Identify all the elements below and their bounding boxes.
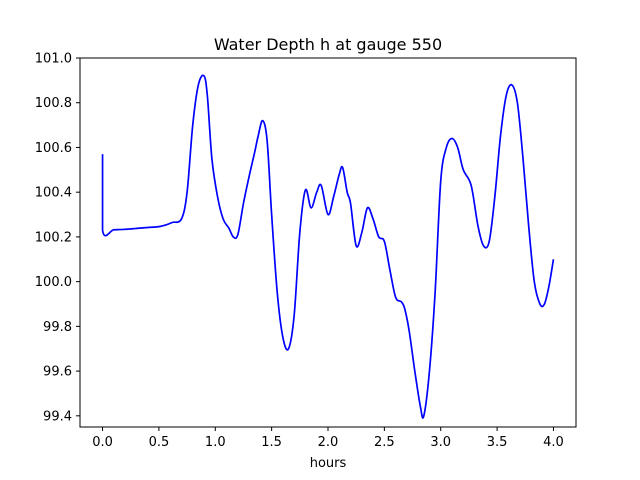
y-axis: 99.4 99.6 99.8 100.0 100.2 100.4 100.6 100.8 101… xyxy=(35,52,80,424)
x-axis: 0.0 0.5 1.0 1.5 2.0 2.5 3.0 3.5 4.0 xyxy=(92,427,564,450)
x-tick-label: 1.5 xyxy=(261,435,282,450)
series-layer xyxy=(101,74,555,419)
y-tick-label: 100.4 xyxy=(35,186,72,201)
x-tick-label: 3.0 xyxy=(430,435,451,450)
x-tick-label: 0.5 xyxy=(149,435,170,450)
plot-frame xyxy=(79,57,577,428)
y-tick-label: 100.6 xyxy=(35,141,72,156)
x-tick-label: 2.0 xyxy=(318,435,339,450)
x-tick-label: 0.0 xyxy=(92,435,113,450)
x-axis-label: hours xyxy=(310,456,347,471)
y-tick-label: 99.8 xyxy=(43,320,72,335)
y-tick-label: 99.6 xyxy=(43,365,72,380)
series-line xyxy=(101,74,555,419)
y-tick-label: 100.0 xyxy=(35,275,72,290)
y-tick-label: 101.0 xyxy=(35,52,72,67)
y-tick-label: 99.4 xyxy=(43,409,72,424)
y-tick-label: 100.2 xyxy=(35,230,72,245)
x-tick-label: 4.0 xyxy=(543,435,564,450)
x-tick-label: 1.0 xyxy=(205,435,226,450)
y-tick-label: 100.8 xyxy=(35,96,72,111)
x-tick-label: 2.5 xyxy=(374,435,395,450)
chart-title: Water Depth h at gauge 550 xyxy=(214,35,442,54)
x-tick-label: 3.5 xyxy=(487,435,508,450)
